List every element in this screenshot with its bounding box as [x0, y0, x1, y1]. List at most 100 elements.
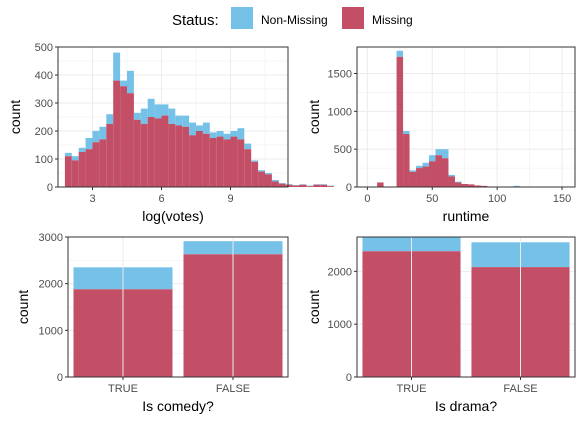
bar-missing	[189, 135, 196, 187]
bar-missing	[377, 182, 383, 187]
bar-missing	[86, 149, 93, 187]
bar-missing	[210, 138, 217, 187]
legend-swatch-missing	[342, 7, 364, 29]
bar-missing	[313, 185, 320, 187]
bar-non-missing	[224, 134, 231, 140]
bar-non-missing	[455, 182, 461, 183]
bar-non-missing	[237, 128, 244, 139]
bar-missing	[120, 86, 127, 187]
bar-non-missing	[313, 184, 320, 185]
y-axis-title: count	[15, 290, 31, 324]
bar-missing	[99, 139, 106, 187]
bar-missing	[436, 155, 442, 187]
bar-non-missing	[231, 131, 238, 137]
x-axis-title: Is drama?	[435, 398, 497, 414]
bar-non-missing	[300, 184, 307, 185]
bar-missing	[224, 139, 231, 187]
bar-missing	[327, 186, 334, 187]
bar-non-missing	[127, 71, 134, 93]
x-axis-title: runtime	[443, 208, 490, 224]
legend-swatch-non-missing	[231, 7, 253, 29]
x-tick-label: 150	[553, 193, 571, 205]
bar-missing	[79, 152, 86, 187]
bar-non-missing	[286, 184, 293, 185]
bar-missing	[231, 137, 238, 187]
bar-non-missing	[279, 183, 286, 184]
bar-non-missing	[272, 180, 279, 181]
y-tick-label: 100	[35, 154, 53, 166]
bar-non-missing	[258, 170, 265, 171]
x-tick-label: 3	[89, 193, 95, 205]
bar-missing	[65, 156, 72, 187]
bar-missing	[410, 172, 416, 187]
bar-missing	[113, 81, 120, 187]
y-tick-label: 0	[57, 372, 63, 384]
bar-missing	[279, 184, 286, 187]
x-tick-label: 6	[158, 193, 164, 205]
x-tick-label: 100	[488, 193, 506, 205]
y-tick-label: 400	[35, 70, 53, 82]
x-axis-title: log(votes)	[142, 208, 203, 224]
y-tick-label: 2000	[39, 279, 63, 291]
bar-non-missing	[293, 185, 300, 186]
bar-non-missing	[162, 104, 169, 115]
legend-label-missing: Missing	[372, 13, 413, 27]
bar-non-missing	[442, 149, 448, 158]
y-axis-title: count	[306, 100, 322, 134]
bar-non-missing	[120, 81, 127, 87]
bar-missing	[72, 160, 79, 187]
y-tick-label: 0	[346, 372, 352, 384]
y-tick-label: 1000	[39, 325, 63, 337]
bar-missing	[429, 161, 435, 187]
bar-non-missing	[155, 104, 162, 118]
bar-non-missing	[93, 131, 100, 142]
bar-non-missing	[217, 131, 224, 137]
bar-non-missing	[182, 116, 189, 127]
bar-non-missing	[134, 113, 141, 120]
bar-missing	[196, 131, 203, 187]
y-tick-label: 1000	[328, 319, 352, 331]
bar-non-missing	[448, 175, 454, 177]
bar-non-missing	[403, 131, 409, 134]
bar-non-missing	[306, 186, 313, 187]
bar-missing	[175, 125, 182, 187]
bar-non-missing	[175, 116, 182, 126]
y-tick-label: 2000	[328, 266, 352, 278]
bar-missing	[127, 93, 134, 187]
bar-non-missing	[244, 144, 251, 150]
bar-non-missing	[168, 109, 175, 124]
bar-non-missing	[436, 149, 442, 155]
legend: Status: Non-Missing Missing	[172, 7, 413, 29]
x-axis-title: Is comedy?	[142, 398, 214, 414]
bar-missing	[448, 176, 454, 187]
bar-missing	[162, 116, 169, 187]
bar-non-missing	[79, 148, 86, 152]
x-tick-label: FALSE	[503, 383, 537, 395]
bar-missing	[416, 168, 422, 187]
bar-missing	[258, 172, 265, 187]
bar-missing	[293, 186, 300, 187]
bar-missing	[182, 127, 189, 187]
bar-missing	[203, 134, 210, 187]
y-tick-label: 3000	[39, 232, 63, 244]
bar-non-missing	[251, 160, 258, 161]
bar-missing	[455, 182, 461, 187]
bar-non-missing	[148, 99, 155, 117]
bar-non-missing	[410, 170, 416, 172]
legend-title: Status:	[172, 12, 219, 29]
bar-missing	[300, 185, 307, 187]
bar-missing	[397, 57, 403, 187]
bar-missing	[237, 139, 244, 187]
bar-non-missing	[210, 132, 217, 138]
bar-missing	[251, 162, 258, 187]
bar-missing	[155, 118, 162, 187]
bar-non-missing	[416, 166, 422, 168]
bar-missing	[320, 185, 327, 187]
bar-non-missing	[265, 173, 272, 174]
bar-non-missing	[141, 109, 148, 124]
legend-label-non-missing: Non-Missing	[261, 13, 328, 27]
y-tick-label: 500	[35, 42, 53, 54]
